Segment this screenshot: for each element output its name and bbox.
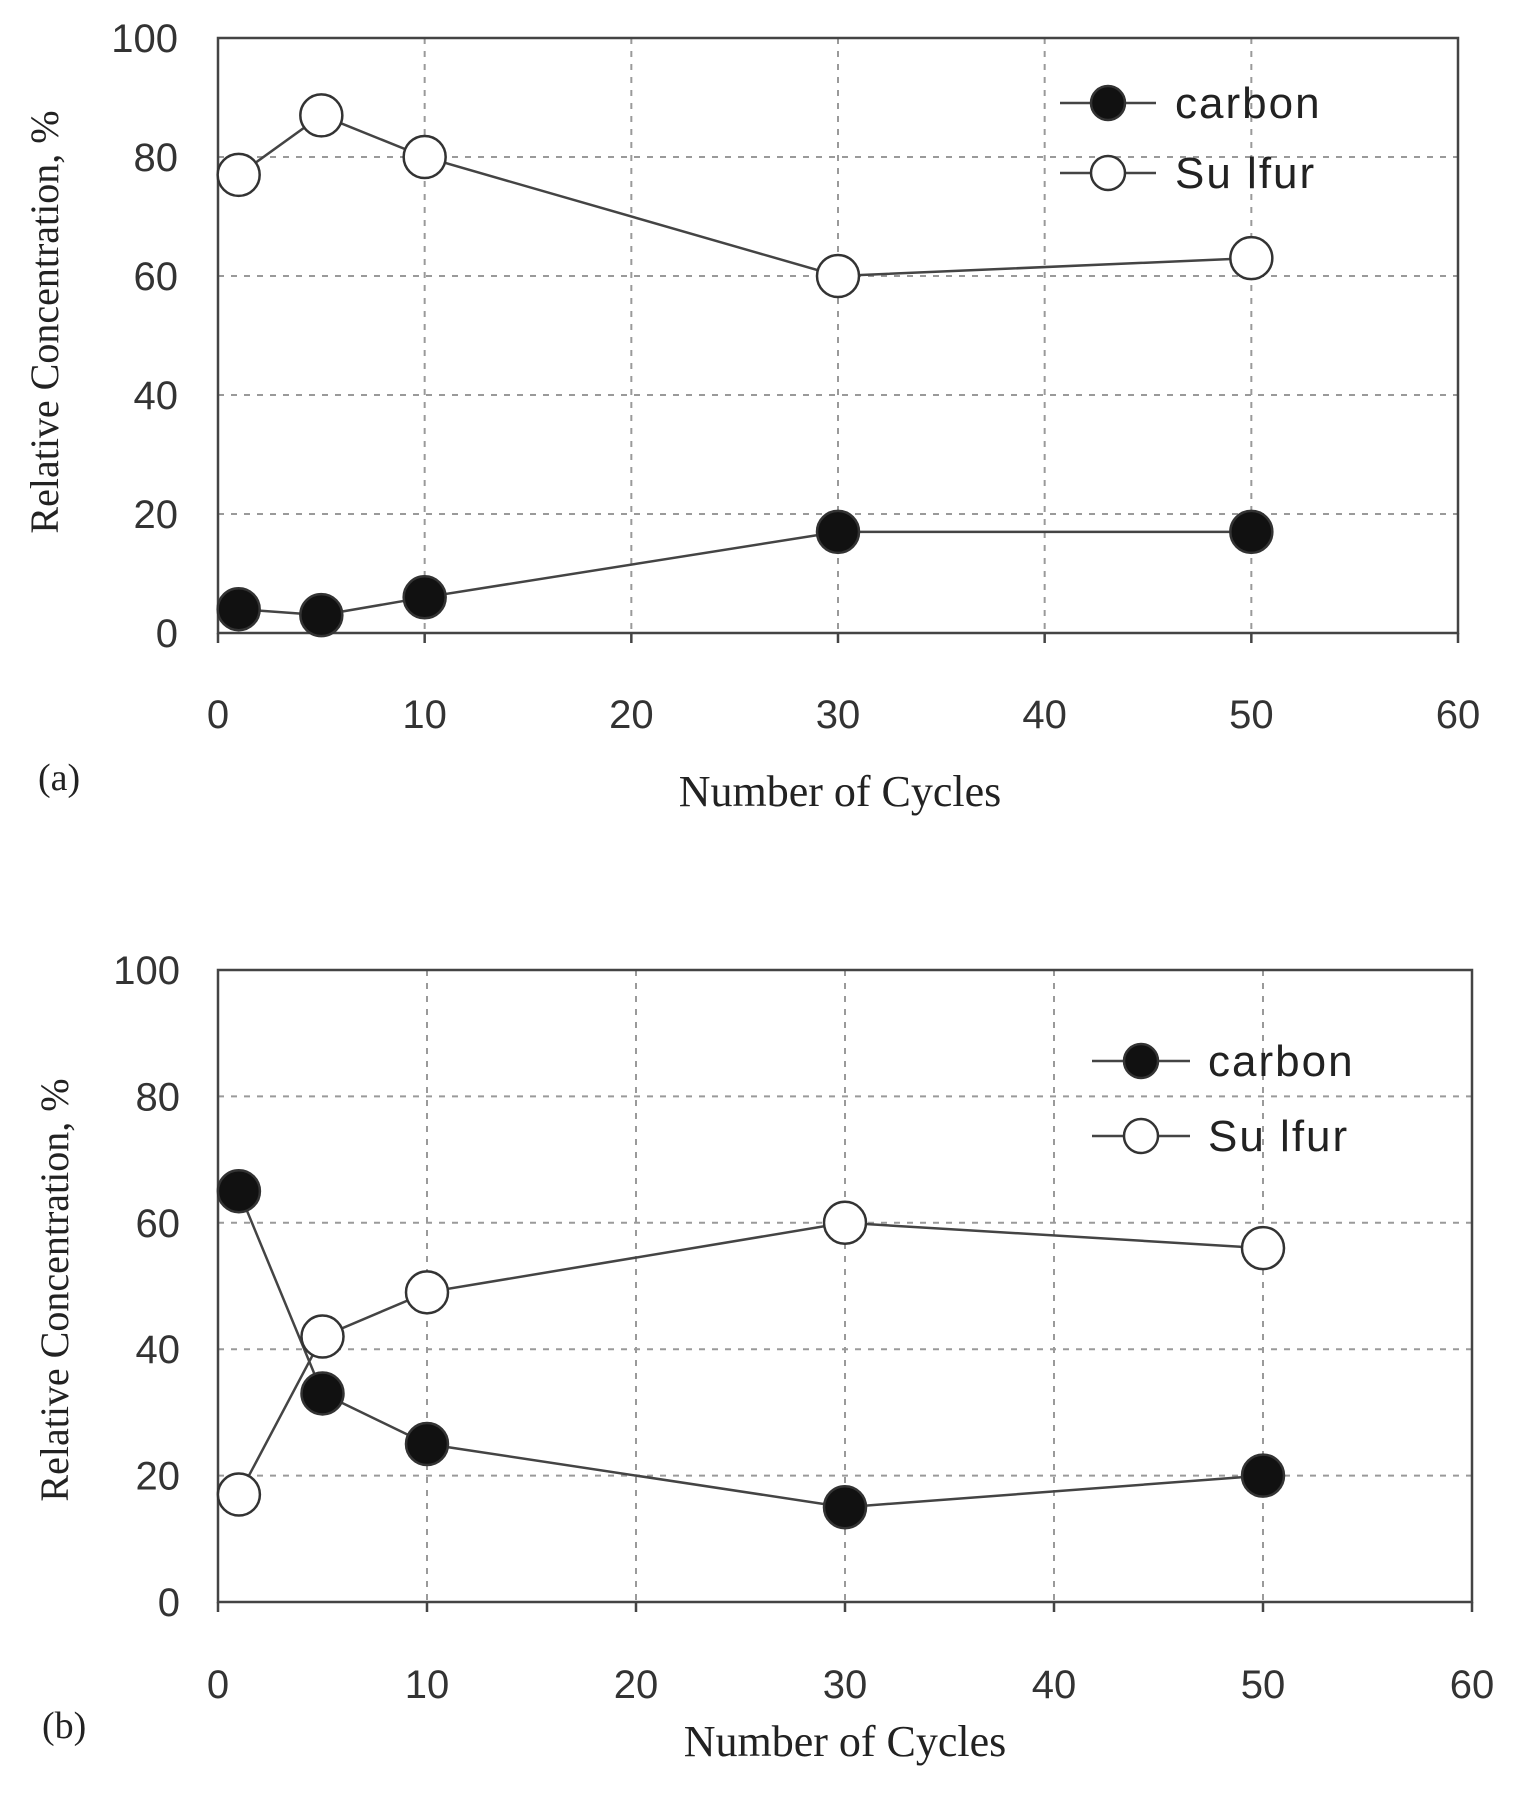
data-point-carbon-b [822,1484,868,1530]
x-tick-label-b: 60 [1450,1663,1495,1707]
data-point-sulfur-b [822,1200,868,1246]
data-point-sulfur-a [1229,235,1274,281]
x-tick-label-b: 20 [614,1663,659,1707]
y-tick-label-b: 40 [136,1328,181,1372]
y-tick-label-b: 0 [158,1581,180,1625]
data-point-carbon-b [1240,1453,1286,1498]
data-point-carbon-b [300,1371,345,1416]
x-tick-label-b: 30 [823,1663,868,1707]
x-tick-label-a: 40 [1022,693,1067,737]
y-tick-label-a: 40 [134,374,179,418]
data-point-sulfur-a [216,152,261,198]
y-tick-label-b: 80 [136,1075,181,1119]
data-point-sulfur-b [216,1472,262,1517]
y-tick-label-a: 20 [134,493,179,537]
x-tick-label-b: 10 [405,1663,450,1707]
panel-label-b: (b) [42,1705,86,1747]
data-point-sulfur-a [402,134,447,180]
data-point-carbon-b [216,1168,262,1214]
data-point-sulfur-a [815,253,861,299]
data-point-carbon-a [815,509,861,555]
data-point-carbon-a [1229,509,1274,555]
x-tick-label-a: 50 [1229,693,1274,737]
y-tick-label-a: 100 [111,17,178,61]
data-point-carbon-b [404,1421,450,1467]
x-tick-label-a: 20 [609,693,654,737]
data-point-sulfur-b [404,1270,450,1315]
legend-marker-sulfur-b [1122,1117,1160,1155]
data-point-sulfur-a [299,93,344,138]
legend-label-carbon-a: carbon [1175,79,1322,128]
data-point-carbon-a [299,592,344,638]
x-tick-label-b: 40 [1032,1663,1077,1707]
legend-marker-sulfur-a [1089,154,1127,192]
legend-marker-carbon-b [1122,1042,1160,1080]
x-axis-title-b: Number of Cycles [684,1717,1007,1766]
data-point-sulfur-b [300,1314,345,1359]
legend-label-sulfur-a: Su lfur [1175,149,1316,198]
y-tick-label-a: 80 [134,136,179,180]
x-tick-label-a: 60 [1436,693,1481,737]
x-tick-label-b: 50 [1241,1663,1286,1707]
x-tick-label-a: 10 [402,693,447,737]
data-point-sulfur-b [1240,1225,1286,1271]
x-tick-label-b: 0 [207,1663,229,1707]
x-tick-label-a: 30 [816,693,861,737]
x-axis-title-a: Number of Cycles [679,767,1002,816]
chart-panel-a: (a) Number of Cycles Relative Concentrat… [22,17,1480,816]
chart-panel-b: (b) Number of Cycles Relative Concentrat… [32,949,1494,1766]
y-tick-label-b: 100 [113,949,180,993]
legend-b: carbon Su lfur [1092,1037,1355,1161]
y-tick-label-b: 20 [136,1455,181,1499]
y-axis-title-a: Relative Concentration, % [22,110,67,533]
data-point-carbon-a [402,575,447,620]
x-tick-label-a: 0 [207,693,229,737]
legend-label-sulfur-b: Su lfur [1208,1112,1349,1161]
legend-label-carbon-b: carbon [1208,1037,1355,1086]
data-point-carbon-a [216,586,261,632]
y-tick-label-b: 60 [136,1202,181,1246]
y-tick-label-a: 0 [156,612,178,656]
legend-marker-carbon-a [1089,84,1127,122]
y-tick-label-a: 60 [134,255,179,299]
y-axis-title-b: Relative Concentration, % [32,1078,77,1501]
legend-a: carbon Su lfur [1060,79,1322,198]
panel-label-a: (a) [38,757,80,799]
